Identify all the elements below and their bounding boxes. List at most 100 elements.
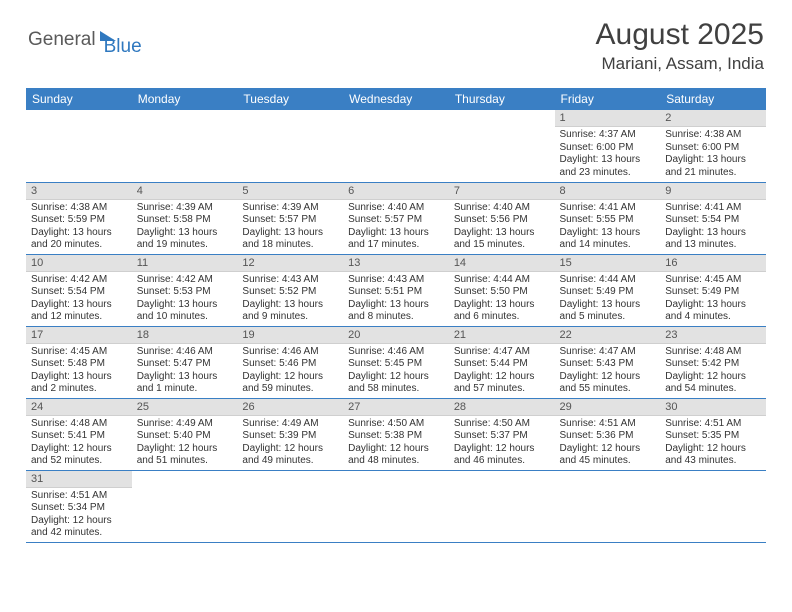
day-number: 13 (343, 255, 449, 272)
weekday-header: Tuesday (237, 88, 343, 110)
daylight-text: Daylight: 12 hours and 45 minutes. (560, 443, 656, 468)
day-number: 3 (26, 183, 132, 200)
day-details: Sunrise: 4:48 AMSunset: 5:41 PMDaylight:… (26, 416, 132, 470)
logo: General Blue (28, 22, 142, 58)
sunset-text: Sunset: 5:40 PM (137, 430, 233, 443)
day-number: 27 (343, 399, 449, 416)
day-details: Sunrise: 4:44 AMSunset: 5:49 PMDaylight:… (555, 272, 661, 326)
day-number: 17 (26, 327, 132, 344)
sunset-text: Sunset: 5:45 PM (348, 358, 444, 371)
day-details: Sunrise: 4:47 AMSunset: 5:43 PMDaylight:… (555, 344, 661, 398)
day-number: 11 (132, 255, 238, 272)
title-block: August 2025 Mariani, Assam, India (596, 18, 764, 74)
sunset-text: Sunset: 5:46 PM (242, 358, 338, 371)
daylight-text: Daylight: 12 hours and 58 minutes. (348, 371, 444, 396)
day-details: Sunrise: 4:46 AMSunset: 5:47 PMDaylight:… (132, 344, 238, 398)
calendar-day-cell (132, 110, 238, 182)
calendar-day-cell: 16Sunrise: 4:45 AMSunset: 5:49 PMDayligh… (660, 254, 766, 326)
daylight-text: Daylight: 12 hours and 55 minutes. (560, 371, 656, 396)
sunset-text: Sunset: 5:49 PM (560, 286, 656, 299)
day-number: 2 (660, 110, 766, 127)
daylight-text: Daylight: 12 hours and 46 minutes. (454, 443, 550, 468)
sunrise-text: Sunrise: 4:43 AM (242, 274, 338, 287)
day-number: 26 (237, 399, 343, 416)
sunset-text: Sunset: 5:43 PM (560, 358, 656, 371)
calendar-day-cell: 20Sunrise: 4:46 AMSunset: 5:45 PMDayligh… (343, 326, 449, 398)
calendar-day-cell (26, 110, 132, 182)
calendar-week-row: 17Sunrise: 4:45 AMSunset: 5:48 PMDayligh… (26, 326, 766, 398)
sunset-text: Sunset: 6:00 PM (560, 142, 656, 155)
sunrise-text: Sunrise: 4:48 AM (665, 346, 761, 359)
calendar-day-cell (660, 470, 766, 542)
sunset-text: Sunset: 5:54 PM (31, 286, 127, 299)
sunset-text: Sunset: 5:42 PM (665, 358, 761, 371)
daylight-text: Daylight: 12 hours and 59 minutes. (242, 371, 338, 396)
day-details: Sunrise: 4:38 AMSunset: 6:00 PMDaylight:… (660, 127, 766, 181)
calendar-day-cell: 27Sunrise: 4:50 AMSunset: 5:38 PMDayligh… (343, 398, 449, 470)
sunrise-text: Sunrise: 4:49 AM (242, 418, 338, 431)
day-number: 28 (449, 399, 555, 416)
day-details: Sunrise: 4:49 AMSunset: 5:40 PMDaylight:… (132, 416, 238, 470)
daylight-text: Daylight: 13 hours and 19 minutes. (137, 227, 233, 252)
weekday-header: Monday (132, 88, 238, 110)
daylight-text: Daylight: 12 hours and 57 minutes. (454, 371, 550, 396)
calendar-day-cell: 26Sunrise: 4:49 AMSunset: 5:39 PMDayligh… (237, 398, 343, 470)
sunrise-text: Sunrise: 4:49 AM (137, 418, 233, 431)
calendar-header-row: SundayMondayTuesdayWednesdayThursdayFrid… (26, 88, 766, 110)
calendar-week-row: 31Sunrise: 4:51 AMSunset: 5:34 PMDayligh… (26, 470, 766, 542)
daylight-text: Daylight: 13 hours and 9 minutes. (242, 299, 338, 324)
logo-text-blue: Blue (104, 36, 142, 58)
sunrise-text: Sunrise: 4:45 AM (31, 346, 127, 359)
day-number: 4 (132, 183, 238, 200)
day-number: 12 (237, 255, 343, 272)
daylight-text: Daylight: 13 hours and 14 minutes. (560, 227, 656, 252)
day-number: 22 (555, 327, 661, 344)
daylight-text: Daylight: 12 hours and 52 minutes. (31, 443, 127, 468)
page-title: August 2025 (596, 18, 764, 52)
day-details: Sunrise: 4:46 AMSunset: 5:45 PMDaylight:… (343, 344, 449, 398)
weekday-header: Friday (555, 88, 661, 110)
day-details: Sunrise: 4:42 AMSunset: 5:54 PMDaylight:… (26, 272, 132, 326)
sunrise-text: Sunrise: 4:50 AM (454, 418, 550, 431)
day-number: 24 (26, 399, 132, 416)
calendar-day-cell: 14Sunrise: 4:44 AMSunset: 5:50 PMDayligh… (449, 254, 555, 326)
calendar-day-cell: 30Sunrise: 4:51 AMSunset: 5:35 PMDayligh… (660, 398, 766, 470)
sunrise-text: Sunrise: 4:44 AM (454, 274, 550, 287)
day-number: 19 (237, 327, 343, 344)
day-number: 15 (555, 255, 661, 272)
daylight-text: Daylight: 13 hours and 15 minutes. (454, 227, 550, 252)
calendar-week-row: 24Sunrise: 4:48 AMSunset: 5:41 PMDayligh… (26, 398, 766, 470)
sunrise-text: Sunrise: 4:43 AM (348, 274, 444, 287)
daylight-text: Daylight: 13 hours and 23 minutes. (560, 154, 656, 179)
day-details: Sunrise: 4:47 AMSunset: 5:44 PMDaylight:… (449, 344, 555, 398)
daylight-text: Daylight: 12 hours and 43 minutes. (665, 443, 761, 468)
day-details: Sunrise: 4:44 AMSunset: 5:50 PMDaylight:… (449, 272, 555, 326)
day-details: Sunrise: 4:41 AMSunset: 5:54 PMDaylight:… (660, 200, 766, 254)
header: General Blue August 2025 Mariani, Assam,… (0, 0, 792, 82)
daylight-text: Daylight: 12 hours and 54 minutes. (665, 371, 761, 396)
daylight-text: Daylight: 13 hours and 13 minutes. (665, 227, 761, 252)
calendar-day-cell: 4Sunrise: 4:39 AMSunset: 5:58 PMDaylight… (132, 182, 238, 254)
day-details: Sunrise: 4:39 AMSunset: 5:57 PMDaylight:… (237, 200, 343, 254)
daylight-text: Daylight: 13 hours and 4 minutes. (665, 299, 761, 324)
sunset-text: Sunset: 5:37 PM (454, 430, 550, 443)
sunset-text: Sunset: 5:49 PM (665, 286, 761, 299)
sunrise-text: Sunrise: 4:51 AM (560, 418, 656, 431)
calendar-day-cell (343, 470, 449, 542)
sunset-text: Sunset: 5:50 PM (454, 286, 550, 299)
weekday-header: Sunday (26, 88, 132, 110)
day-details: Sunrise: 4:51 AMSunset: 5:34 PMDaylight:… (26, 488, 132, 542)
daylight-text: Daylight: 13 hours and 21 minutes. (665, 154, 761, 179)
daylight-text: Daylight: 12 hours and 42 minutes. (31, 515, 127, 540)
calendar-day-cell: 6Sunrise: 4:40 AMSunset: 5:57 PMDaylight… (343, 182, 449, 254)
calendar-day-cell: 23Sunrise: 4:48 AMSunset: 5:42 PMDayligh… (660, 326, 766, 398)
day-number: 6 (343, 183, 449, 200)
calendar-day-cell: 29Sunrise: 4:51 AMSunset: 5:36 PMDayligh… (555, 398, 661, 470)
day-details: Sunrise: 4:50 AMSunset: 5:37 PMDaylight:… (449, 416, 555, 470)
day-number: 31 (26, 471, 132, 488)
day-details: Sunrise: 4:40 AMSunset: 5:56 PMDaylight:… (449, 200, 555, 254)
calendar-day-cell (132, 470, 238, 542)
calendar-table: SundayMondayTuesdayWednesdayThursdayFrid… (26, 88, 766, 543)
sunrise-text: Sunrise: 4:48 AM (31, 418, 127, 431)
day-details: Sunrise: 4:41 AMSunset: 5:55 PMDaylight:… (555, 200, 661, 254)
